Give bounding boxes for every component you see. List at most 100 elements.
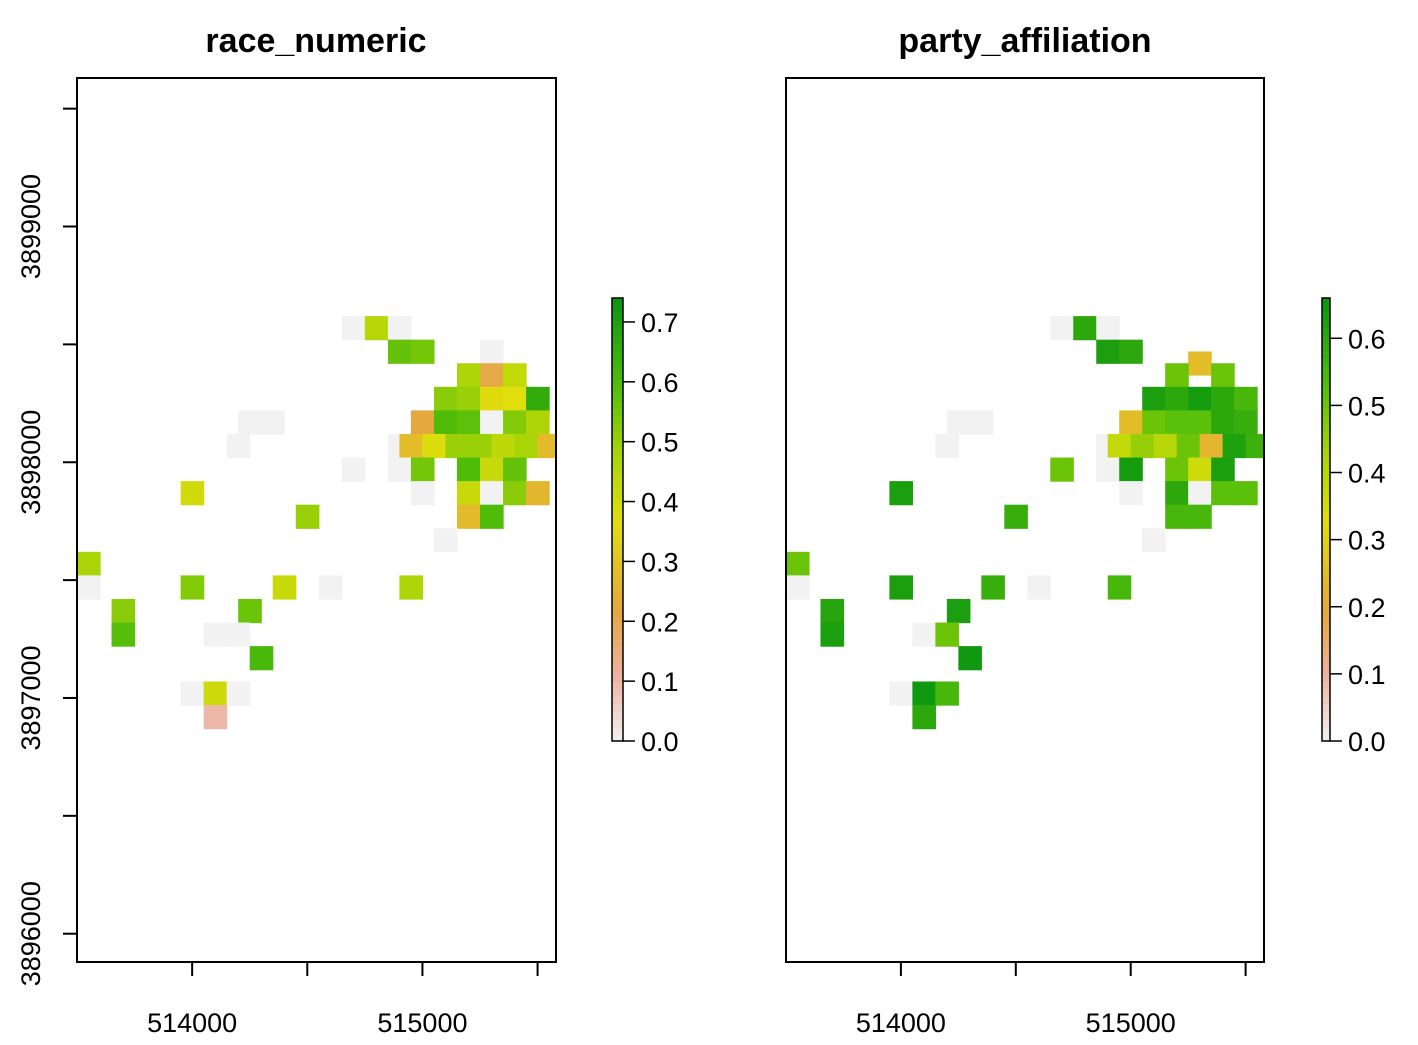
- colorbar-tick-label: 0.1: [1348, 660, 1386, 690]
- colorbar-segment: [612, 438, 623, 447]
- colorbar-segment: [612, 637, 623, 646]
- colorbar-segment: [1322, 600, 1330, 609]
- x-tick-label: 514000: [147, 1008, 237, 1038]
- raster-cell: [387, 316, 412, 341]
- raster-cell: [226, 681, 251, 706]
- raster-cell: [526, 481, 550, 506]
- raster-cell: [1211, 386, 1235, 411]
- colorbar-tick-label: 0.7: [641, 308, 679, 338]
- panel-race-numeric: race_numeric 514000 515000 3896000 3897000 3…: [16, 22, 679, 1038]
- raster-cell: [935, 681, 959, 706]
- raster-cell: [399, 433, 424, 459]
- colorbar-segment: [612, 645, 623, 653]
- raster-cell: [537, 433, 556, 459]
- raster-cell: [1153, 433, 1178, 459]
- raster-cell: [514, 433, 539, 459]
- colorbar-segment: [1322, 445, 1330, 454]
- colorbar-tick-label: 0.3: [1348, 526, 1386, 556]
- colorbar-tick-label: 0.2: [641, 607, 679, 637]
- colorbar-segment: [1322, 320, 1330, 329]
- raster-cell: [456, 410, 481, 435]
- raster-cell: [480, 504, 504, 529]
- colorbar-segment: [612, 622, 623, 631]
- colorbar-segment: [612, 386, 623, 395]
- raster-cell: [1096, 457, 1120, 482]
- raster-cell: [249, 646, 274, 671]
- colorbar-segment: [1322, 416, 1330, 425]
- raster-cell: [526, 386, 550, 411]
- raster-cell: [272, 575, 297, 600]
- colorbar-segment: [1322, 386, 1330, 395]
- y-tick-label: 3896000: [16, 881, 46, 986]
- panel-title: race_numeric: [205, 22, 426, 60]
- panel-party-affiliation: party_affiliation 514000 5150000.00.10.20…: [785, 22, 1386, 1038]
- colorbar-segment: [1322, 401, 1330, 410]
- colorbar-segment: [612, 718, 623, 727]
- raster-cell: [295, 504, 320, 529]
- colorbar-segment: [1322, 305, 1330, 314]
- raster-cell: [912, 681, 936, 706]
- colorbar-segment: [1322, 674, 1330, 683]
- colorbar-segment: [612, 600, 623, 609]
- raster-cell: [1119, 457, 1143, 482]
- colorbar-segment: [612, 482, 623, 491]
- raster-cell: [1165, 504, 1189, 529]
- colorbar-segment: [1322, 578, 1330, 587]
- colorbar-segment: [1322, 556, 1330, 565]
- y-tick-label: 3898000: [16, 410, 46, 515]
- colorbar-segment: [612, 608, 623, 617]
- raster-cell: [1165, 457, 1189, 482]
- colorbar-segment: [1322, 475, 1330, 484]
- colorbar-segment: [612, 504, 623, 513]
- colorbar-tick-label: 0.0: [1348, 727, 1386, 757]
- raster-cell: [77, 551, 101, 576]
- colorbar-segment: [612, 320, 623, 329]
- raster-cell: [480, 481, 504, 506]
- raster-cell: [1211, 363, 1235, 388]
- raster-cell: [387, 457, 412, 482]
- raster-cell: [1119, 410, 1143, 435]
- colorbar-segment: [612, 379, 623, 388]
- raster-cell: [1176, 433, 1201, 459]
- colorbar-segment: [612, 556, 623, 565]
- colorbar-segment: [1322, 526, 1330, 535]
- colorbar-segment: [612, 711, 623, 720]
- colorbar-segment: [1322, 711, 1330, 720]
- colorbar-segment: [1322, 519, 1330, 528]
- colorbar-segment: [612, 541, 623, 550]
- colorbar-segment: [612, 585, 623, 594]
- colorbar-frame: [611, 297, 624, 742]
- raster-cell: [180, 575, 205, 600]
- raster-cell: [1027, 575, 1051, 600]
- colorbar-segment: [1322, 430, 1330, 439]
- colorbar-segment: [612, 674, 623, 683]
- raster-cell: [480, 363, 504, 388]
- raster-cell: [1188, 504, 1212, 529]
- raster-cell: [422, 433, 447, 459]
- colorbar-segment: [612, 475, 623, 484]
- raster-cell: [1050, 457, 1074, 482]
- colorbar-segment: [612, 652, 623, 661]
- colorbar-segment: [612, 667, 623, 676]
- raster-cell: [969, 410, 994, 435]
- raster-cell: [1142, 410, 1166, 435]
- y-tick-label: 3897000: [16, 645, 46, 750]
- colorbar-segment: [1322, 704, 1330, 713]
- colorbar-segment: [1322, 453, 1330, 462]
- colorbar-segment: [1322, 615, 1330, 624]
- raster-cell: [503, 481, 527, 506]
- colorbar-segment: [612, 298, 623, 306]
- raster-cell: [1188, 351, 1212, 376]
- raster-cell: [786, 551, 810, 576]
- raster-cell: [491, 433, 516, 459]
- raster-cell: [1234, 386, 1258, 411]
- colorbar-segment: [1322, 423, 1330, 432]
- colorbar-segment: [612, 312, 623, 321]
- raster-cell: [912, 705, 936, 730]
- raster-cell: [410, 339, 435, 364]
- raster-cell: [1234, 410, 1258, 435]
- colorbar-segment: [612, 615, 623, 624]
- colorbar-segment: [612, 408, 623, 417]
- colorbar-segment: [612, 401, 623, 410]
